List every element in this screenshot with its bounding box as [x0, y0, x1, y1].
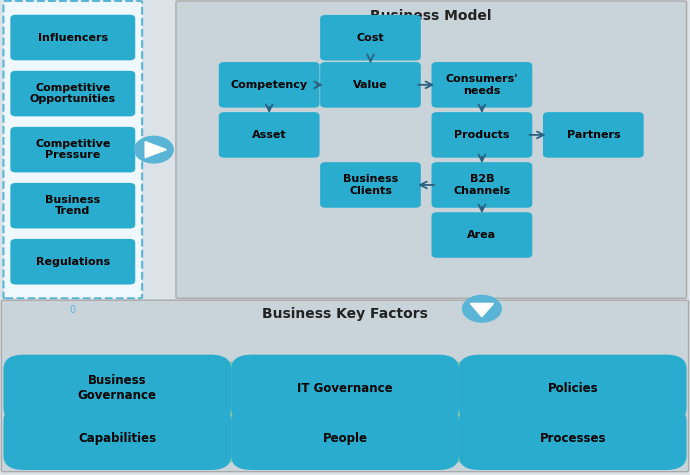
FancyBboxPatch shape [12, 414, 678, 463]
FancyBboxPatch shape [320, 15, 421, 60]
Text: Value: Value [353, 80, 388, 90]
FancyBboxPatch shape [10, 71, 135, 116]
Text: Competency: Competency [230, 80, 308, 90]
FancyBboxPatch shape [1, 300, 689, 472]
Circle shape [462, 295, 501, 322]
FancyBboxPatch shape [3, 1, 142, 298]
FancyBboxPatch shape [543, 112, 644, 158]
Text: Business
Governance: Business Governance [78, 374, 157, 402]
Text: People: People [322, 432, 368, 445]
Circle shape [135, 136, 173, 163]
Text: Consumers'
needs: Consumers' needs [446, 74, 518, 95]
Text: Business Key Factors: Business Key Factors [262, 307, 428, 321]
Text: Asset: Asset [252, 130, 286, 140]
Text: Business Model: Business Model [371, 10, 492, 23]
Text: Regulations: Regulations [36, 256, 110, 267]
Text: Cost: Cost [357, 33, 384, 43]
Text: B2B
Channels: B2B Channels [453, 174, 511, 196]
FancyBboxPatch shape [231, 355, 459, 422]
FancyBboxPatch shape [3, 355, 231, 422]
FancyBboxPatch shape [3, 407, 231, 470]
FancyBboxPatch shape [219, 112, 319, 158]
FancyBboxPatch shape [320, 62, 421, 108]
FancyBboxPatch shape [320, 162, 421, 208]
Text: Competitive
Pressure: Competitive Pressure [35, 139, 110, 161]
Text: Business
Trend: Business Trend [45, 195, 101, 217]
Text: 0: 0 [70, 305, 76, 315]
FancyBboxPatch shape [431, 162, 532, 208]
FancyBboxPatch shape [176, 1, 687, 298]
Text: Partners: Partners [566, 130, 620, 140]
Text: Business
Clients: Business Clients [343, 174, 398, 196]
Text: Policies: Policies [547, 382, 598, 395]
FancyBboxPatch shape [459, 407, 687, 470]
FancyBboxPatch shape [10, 239, 135, 285]
Text: Competitive
Opportunities: Competitive Opportunities [30, 83, 116, 104]
Polygon shape [471, 304, 493, 317]
FancyBboxPatch shape [431, 62, 532, 108]
FancyBboxPatch shape [12, 361, 678, 415]
FancyBboxPatch shape [219, 62, 319, 108]
Text: Area: Area [467, 230, 497, 240]
FancyBboxPatch shape [431, 212, 532, 258]
Polygon shape [145, 142, 166, 158]
FancyBboxPatch shape [10, 127, 135, 172]
FancyBboxPatch shape [10, 15, 135, 60]
Text: Capabilities: Capabilities [78, 432, 157, 445]
FancyBboxPatch shape [231, 407, 459, 470]
FancyBboxPatch shape [10, 183, 135, 228]
FancyBboxPatch shape [459, 355, 687, 422]
FancyBboxPatch shape [431, 112, 532, 158]
Text: Products: Products [454, 130, 510, 140]
Text: Processes: Processes [540, 432, 606, 445]
Text: Influencers: Influencers [38, 32, 108, 43]
Text: IT Governance: IT Governance [297, 382, 393, 395]
